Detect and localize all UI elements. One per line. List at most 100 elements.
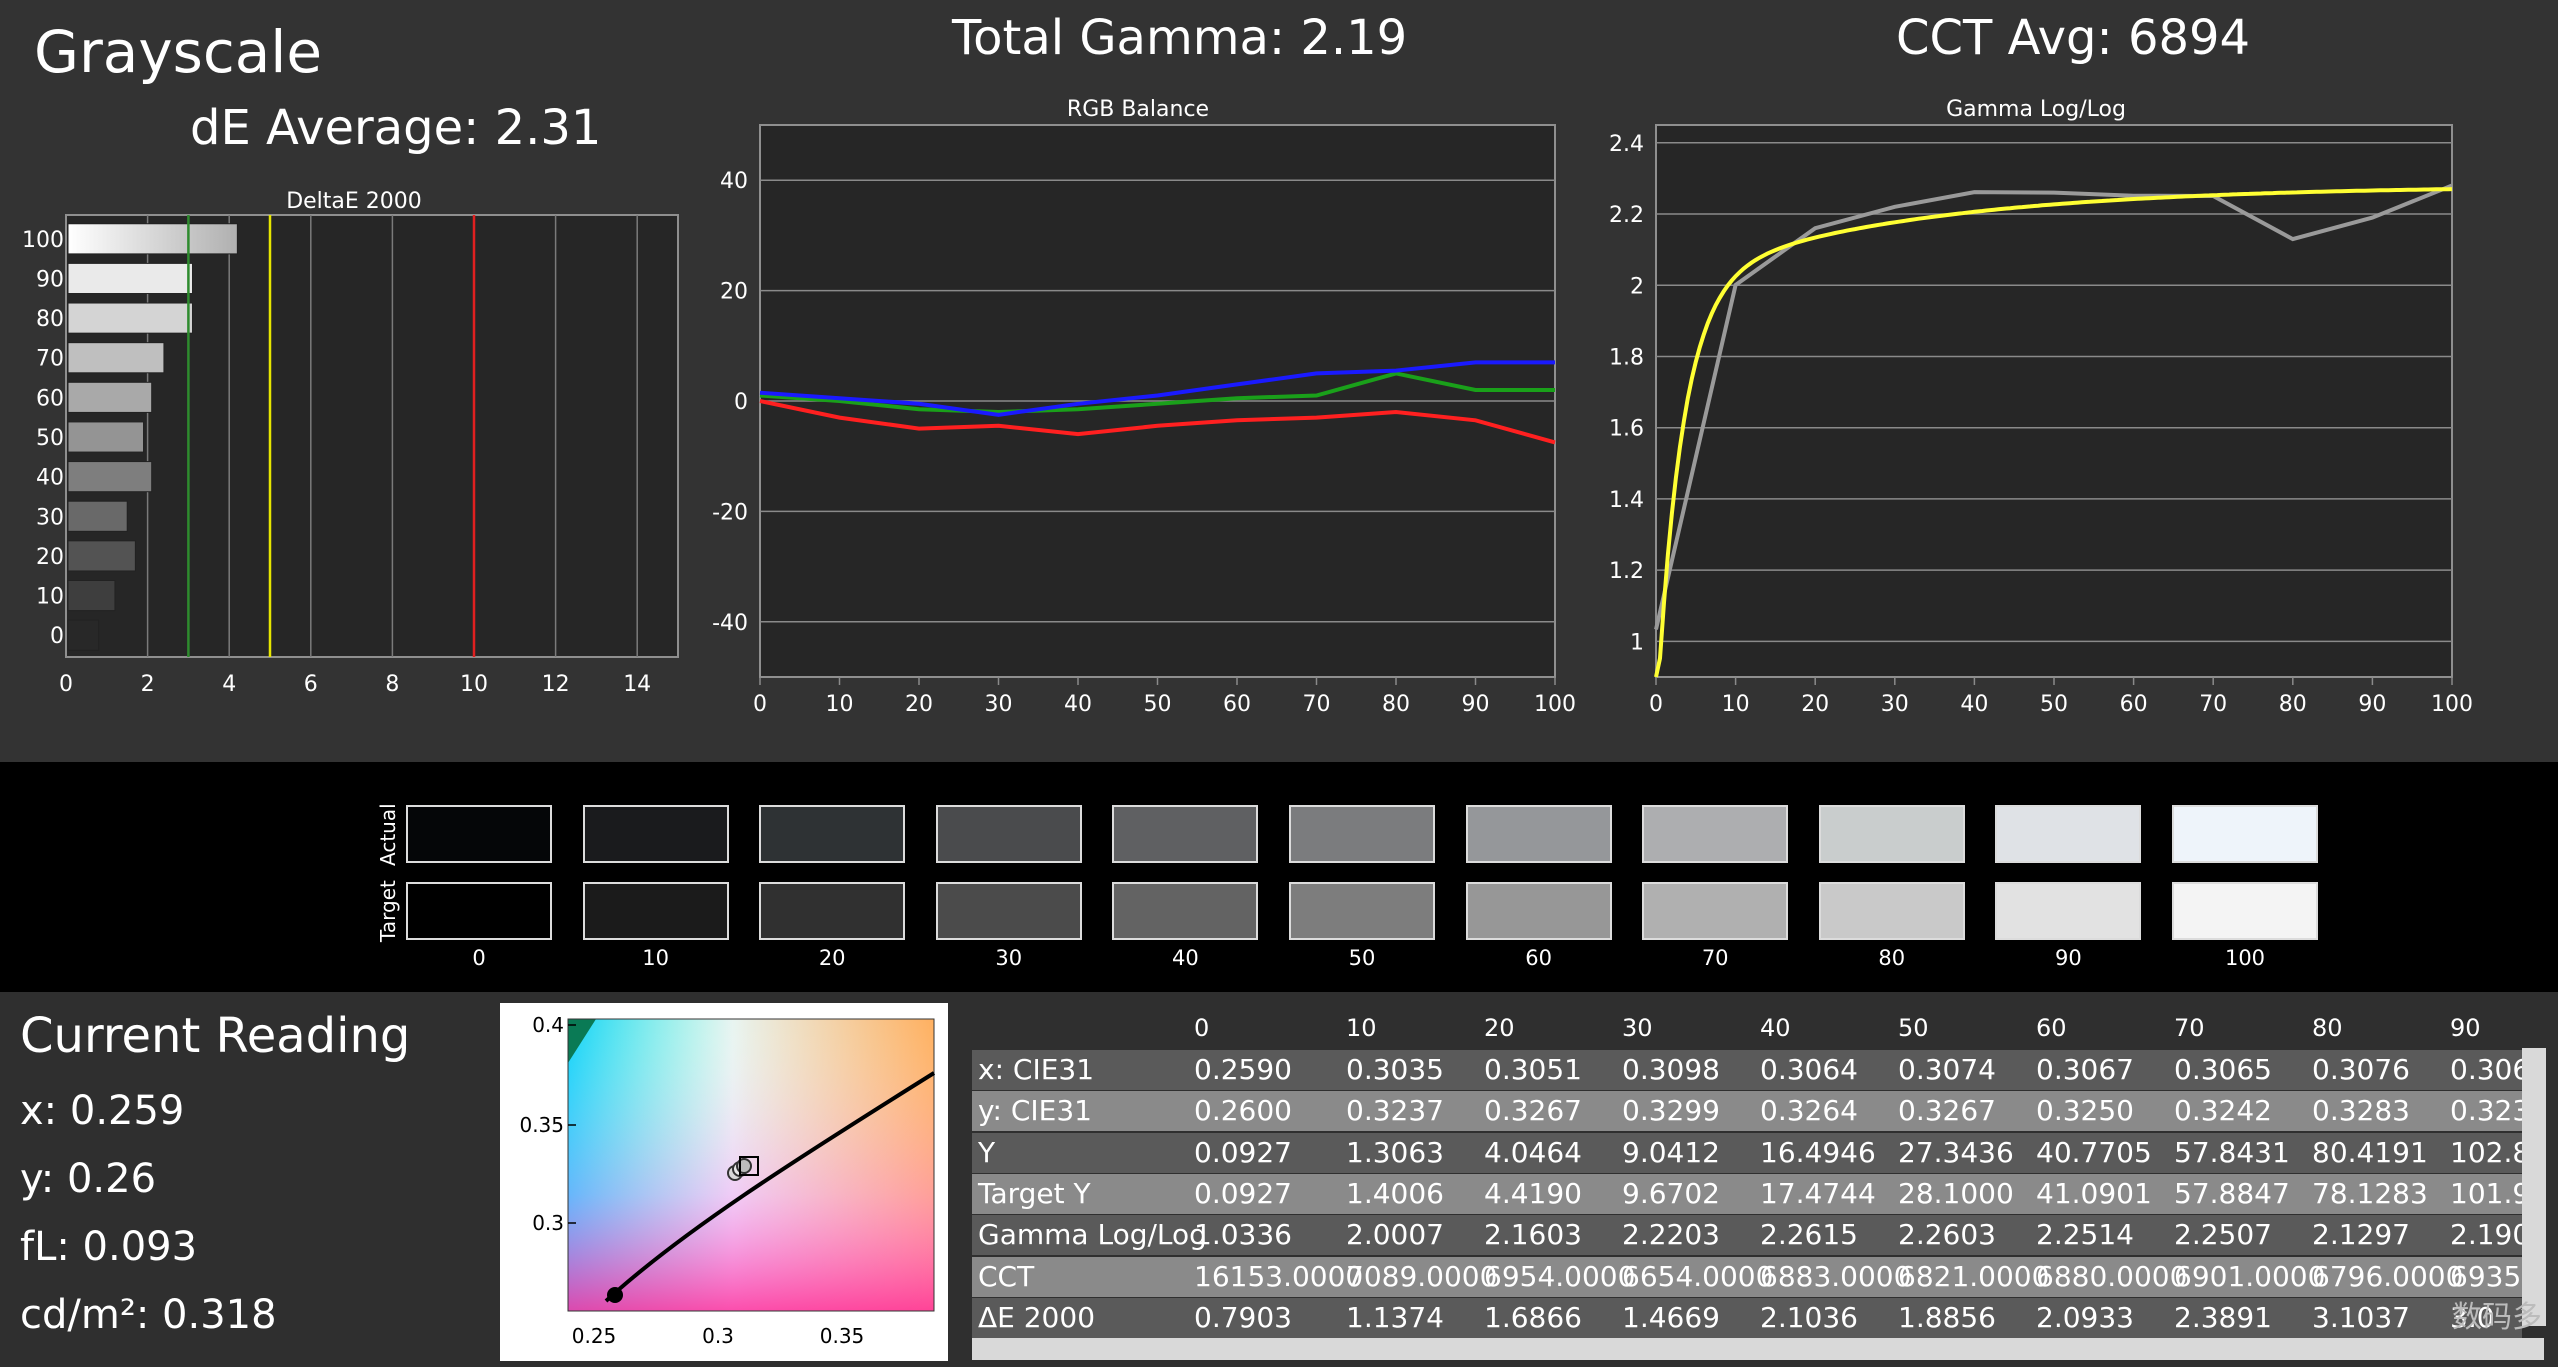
chart-title: RGB Balance — [1067, 97, 1209, 122]
x-tick-label: 70 — [2199, 692, 2227, 717]
y-tick-label: 2.2 — [1609, 203, 1644, 228]
x-tick-label: 20 — [905, 692, 933, 717]
y-tick-label: 20 — [36, 545, 64, 570]
cell-value: 7089.0000 — [1346, 1259, 1498, 1293]
reading-y: y: 0.26 — [20, 1156, 157, 1202]
cell-value: 16153.0000 — [1194, 1259, 1364, 1293]
x-tick-label: 10 — [460, 672, 488, 697]
cie-plot-border — [567, 1018, 935, 1312]
cell-value: 2.2203 — [1622, 1218, 1720, 1252]
y-tick-label: 90 — [36, 267, 64, 292]
swatch-level-label: 90 — [2055, 946, 2082, 970]
table-header: 0 10 20 30 40 50 60 70 80 90 — [972, 1008, 2522, 1048]
cie-chart: 0.25 0.3 0.35 0.4 0.35 0.3 — [519, 1013, 936, 1348]
cell-value: 6954.0000 — [1484, 1259, 1636, 1293]
horizontal-scrollbar[interactable] — [972, 1338, 2544, 1360]
cell-value: 9.0412 — [1622, 1135, 1720, 1169]
vertical-scrollbar[interactable] — [2522, 1048, 2546, 1326]
x-tick-label: 8 — [385, 672, 399, 697]
y-tick-label: 70 — [36, 347, 64, 372]
de-average: dE Average: 2.31 — [190, 100, 602, 156]
reading-title: Current Reading — [20, 1008, 411, 1064]
target-point — [739, 1156, 759, 1176]
cie-x-tick: 0.35 — [820, 1324, 865, 1348]
x-tick-label: 10 — [1722, 692, 1750, 717]
actual-swatch — [1818, 805, 1965, 863]
row-label: Y — [978, 1135, 996, 1169]
target-swatch — [1642, 882, 1789, 940]
table-row: Target Y 0.0927 1.4006 4.4190 9.6702 17.4744 2… — [972, 1173, 2530, 1214]
cell-value: 2.190 — [2450, 1218, 2531, 1252]
x-tick-label: 12 — [542, 672, 570, 697]
cell-value: 27.3436 — [1898, 1135, 2014, 1169]
y-tick-label: 1.6 — [1609, 417, 1644, 442]
swatch-level-label: 50 — [1348, 946, 1376, 970]
x-tick-label: 10 — [826, 692, 854, 717]
cell-value: 0.3035 — [1346, 1053, 1444, 1086]
actual-swatch — [1995, 805, 2142, 863]
series-line — [1654, 187, 2453, 678]
actual-swatch — [2172, 805, 2318, 863]
target-swatch — [406, 882, 552, 940]
cell-value: 3.1037 — [2312, 1300, 2410, 1334]
y-tick-label: 40 — [720, 169, 748, 194]
cell-value: 0.2590 — [1194, 1053, 1292, 1086]
y-tick-label: 20 — [720, 280, 748, 305]
cell-value: 57.8431 — [2174, 1135, 2290, 1169]
swatch-level-label: 60 — [1525, 946, 1552, 970]
y-tick-label: 1.4 — [1609, 488, 1644, 513]
cell-value: 2.1603 — [1484, 1218, 1582, 1252]
actual-swatch — [935, 805, 1082, 863]
series-line — [759, 371, 1555, 415]
cell-value: 101.9 — [2450, 1176, 2531, 1210]
cell-value: 0.3074 — [1898, 1053, 1996, 1086]
series-line — [759, 360, 1555, 417]
cell-value: 80 — [2312, 1014, 2343, 1042]
planckian-locus — [604, 1071, 936, 1303]
cell-value: 0.3283 — [2312, 1094, 2410, 1128]
cell-value: 2.1297 — [2312, 1218, 2410, 1252]
cell-value: 40 — [1760, 1014, 1791, 1042]
row-label: Gamma Log/Log — [978, 1218, 1207, 1252]
x-tick-label: 80 — [2279, 692, 2307, 717]
x-tick-label: 6 — [304, 672, 318, 697]
cie-y-tick: 0.35 — [519, 1113, 564, 1137]
spectral-edge — [568, 1019, 596, 1063]
cie-x-tick: 0.25 — [572, 1324, 617, 1348]
cell-value: 0.3051 — [1484, 1053, 1582, 1086]
cell-value: 0.3076 — [2312, 1053, 2410, 1086]
section-title: Grayscale — [34, 18, 323, 86]
x-tick-label: 0 — [753, 692, 767, 717]
y-tick-label: 80 — [36, 307, 64, 332]
cell-value: 0.3250 — [2036, 1094, 2134, 1128]
cell-value: 0.323 — [2450, 1094, 2531, 1128]
cell-value: 6901.0000 — [2174, 1259, 2326, 1293]
cell-value: 9.6702 — [1622, 1176, 1720, 1210]
rgb-balance-chart: RGB Balance 0 10 20 30 40 50 60 70 80 90 100 40 20 0… — [712, 97, 1576, 717]
cell-value: 0.306 — [2450, 1053, 2531, 1086]
cell-value: 50 — [1898, 1014, 1929, 1042]
measured-point-0 — [607, 1287, 623, 1303]
cell-value: 0.7903 — [1194, 1300, 1292, 1334]
x-tick-label: 2 — [141, 672, 155, 697]
y-tick-label: 100 — [22, 228, 64, 253]
x-tick-label: 50 — [1144, 692, 1172, 717]
cell-value: 2.2615 — [1760, 1218, 1858, 1252]
y-tick-label: 60 — [36, 386, 64, 411]
cell-value: 102.8 — [2450, 1135, 2531, 1169]
x-tick-label: 0 — [1649, 692, 1663, 717]
swatch-level-label: 0 — [472, 946, 486, 970]
table-row: y: CIE31 0.2600 0.3237 0.3267 0.3299 0.3264 0.… — [972, 1091, 2530, 1132]
delta-bar — [67, 500, 128, 532]
cell-value: 0.3267 — [1898, 1094, 1996, 1128]
swatch-level-label: 80 — [1878, 946, 1906, 970]
delta-bar — [67, 262, 193, 295]
cell-value: 78.1283 — [2312, 1176, 2428, 1210]
cell-value: 17.4744 — [1760, 1176, 1876, 1210]
row-label: ΔE 2000 — [978, 1300, 1096, 1334]
cell-value: 60 — [2036, 1014, 2067, 1042]
cell-value: 6821.0000 — [1898, 1259, 2050, 1293]
cell-value: 80.4191 — [2312, 1135, 2428, 1169]
cell-value: 6883.0000 — [1760, 1259, 1912, 1293]
target-swatch — [582, 882, 729, 940]
